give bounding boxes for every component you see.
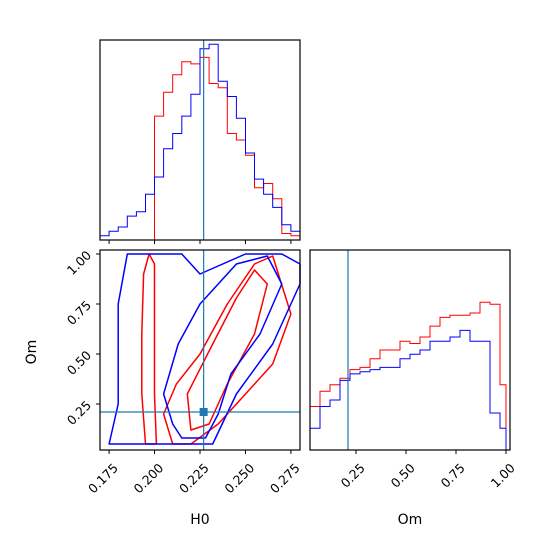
x-tick-label-h0-4: 0.275 [267,460,303,496]
om-histogram-frame [309,249,511,451]
h0-histogram-series-1 [99,43,301,240]
y-axis-label-om: Om [24,340,40,365]
y-tick-label-om-1: 0.50 [64,347,94,377]
x-tick-label-h0-0: 0.175 [85,460,121,496]
contour-series-0-level-2 [186,269,269,431]
x-tick-label-h0-3: 0.250 [221,460,257,496]
x-tick-label-om-2: 0.75 [438,460,468,490]
contour-series-0-level-0 [141,253,158,445]
h0-histogram-panel [99,39,301,244]
contour-series-1-level-1 [162,255,283,439]
x-tick-label-h0-1: 0.200 [131,460,167,496]
y-tick-label-om-3: 1.00 [64,247,94,277]
om-histogram-series-0 [309,301,507,450]
x-axis-label-h0: H0 [190,512,209,528]
truth-marker [199,408,208,416]
x-axis-label-om: Om [398,512,423,528]
y-tick-label-om-0: 0.25 [64,398,94,428]
h0-om-contour-panel: 0.175 0.200 0.225 0.250 0.275 0.25 0.50 0.75 1.… [24,247,303,528]
contour-series-0-level-1 [162,255,292,445]
x-tick-label-om-0: 0.25 [338,460,368,490]
om-histogram-series-1 [309,329,507,450]
contour-frame [99,249,301,451]
contour-series-1-level-0 [108,253,301,445]
y-tick-label-om-2: 0.75 [64,298,94,328]
x-tick-label-om-3: 1.00 [488,460,518,490]
x-tick-label-om-1: 0.50 [388,460,418,490]
om-histogram-panel: 0.25 0.50 0.75 1.00 Om [309,249,518,528]
x-tick-label-h0-2: 0.225 [176,460,212,496]
